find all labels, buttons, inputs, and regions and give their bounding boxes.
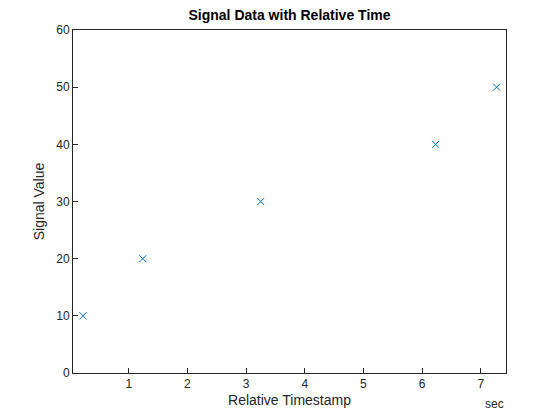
svg-text:60: 60: [56, 23, 70, 37]
svg-text:40: 40: [56, 138, 70, 152]
svg-text:2: 2: [184, 377, 191, 391]
svg-text:6: 6: [419, 377, 426, 391]
svg-text:4: 4: [301, 377, 308, 391]
svg-text:sec: sec: [485, 397, 504, 411]
svg-text:Relative Timestamp: Relative Timestamp: [228, 392, 351, 408]
svg-text:30: 30: [56, 195, 70, 209]
svg-text:5: 5: [360, 377, 367, 391]
svg-text:Signal Value: Signal Value: [31, 163, 47, 241]
svg-text:50: 50: [56, 80, 70, 94]
svg-text:3: 3: [243, 377, 250, 391]
svg-text:Signal Data with Relative Time: Signal Data with Relative Time: [188, 7, 390, 23]
svg-text:10: 10: [56, 309, 70, 323]
svg-text:7: 7: [477, 377, 484, 391]
svg-text:1: 1: [125, 377, 132, 391]
svg-text:0: 0: [63, 366, 70, 380]
svg-text:20: 20: [56, 252, 70, 266]
